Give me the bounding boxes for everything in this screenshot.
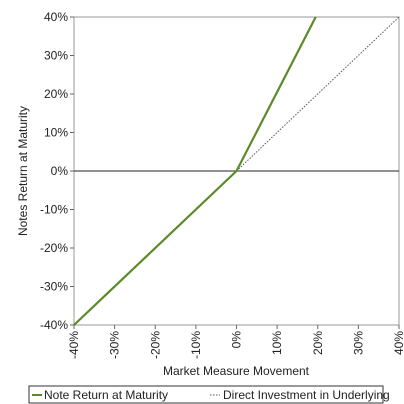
y-tick-label: 40%: [44, 10, 68, 24]
x-tick-label: 30%: [351, 331, 365, 355]
y-axis-title: Notes Return at Maturity: [16, 106, 30, 236]
y-tick-label: 20%: [44, 87, 68, 101]
x-axis-title: Market Measure Movement: [163, 364, 310, 378]
y-tick-label: 10%: [44, 126, 68, 140]
y-tick-label: -30%: [40, 280, 68, 294]
y-tick-label: -20%: [40, 241, 68, 255]
series-layer: [73, 16, 400, 326]
y-tick-label: 0%: [51, 164, 69, 178]
legend-label-direct-investment: Direct Investment in Underlying: [223, 388, 390, 402]
x-tick-label: 40%: [392, 331, 404, 355]
x-tick-label: -10%: [189, 331, 203, 359]
y-tick-label: 30%: [44, 49, 68, 63]
x-tick-label: 20%: [311, 331, 325, 355]
y-tick-label: -10%: [40, 203, 68, 217]
legend-label-note-return: Note Return at Maturity: [44, 388, 168, 402]
x-tick-label: -20%: [148, 331, 162, 359]
legend: Note Return at Maturity Direct Investmen…: [28, 385, 390, 404]
x-tick-label: 0%: [230, 331, 244, 349]
x-axis-ticks: -40% -30% -20% -10% 0% 10% 20% 30% 40%: [67, 325, 404, 359]
x-tick-label: -30%: [108, 331, 122, 359]
x-tick-label: 10%: [270, 331, 284, 355]
y-tick-label: -40%: [40, 318, 68, 332]
series-line-direct-investment: [236, 16, 400, 172]
x-tick-label: -40%: [67, 331, 81, 359]
series-line-note-return: [73, 16, 317, 326]
y-axis-ticks: 40% 30% 20% 10% 0% -10% -20% -30% -40%: [40, 10, 74, 332]
legend-box: [28, 385, 384, 404]
